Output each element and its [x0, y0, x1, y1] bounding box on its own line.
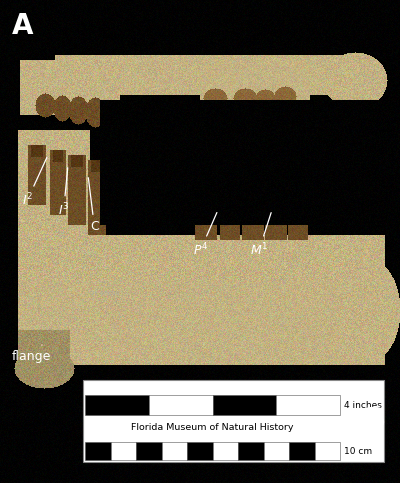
Text: A: A: [12, 12, 34, 40]
Bar: [110, 442, 136, 460]
Bar: [136, 442, 162, 460]
Bar: [238, 442, 264, 460]
Text: Florida Museum of Natural History: Florida Museum of Natural History: [131, 424, 294, 432]
Text: $I^2$: $I^2$: [22, 157, 47, 208]
Bar: [276, 395, 340, 415]
Bar: [187, 442, 212, 460]
Bar: [85, 395, 149, 415]
Bar: [289, 442, 314, 460]
Bar: [162, 442, 187, 460]
Text: B: B: [364, 406, 386, 434]
Text: $M^1$: $M^1$: [250, 213, 271, 258]
Text: 4 inches: 4 inches: [344, 400, 382, 410]
Bar: [264, 442, 289, 460]
Bar: [85, 442, 110, 460]
Text: $P^4$: $P^4$: [193, 213, 217, 258]
Bar: [149, 395, 212, 415]
Bar: [83, 380, 384, 462]
Bar: [212, 442, 238, 460]
Bar: [212, 395, 276, 415]
Text: 10 cm: 10 cm: [344, 446, 372, 455]
Text: C: C: [88, 178, 99, 233]
Text: $I^3$: $I^3$: [58, 168, 70, 218]
Text: UF 60000: UF 60000: [90, 291, 120, 296]
Text: flange: flange: [12, 345, 51, 363]
Bar: [314, 442, 340, 460]
